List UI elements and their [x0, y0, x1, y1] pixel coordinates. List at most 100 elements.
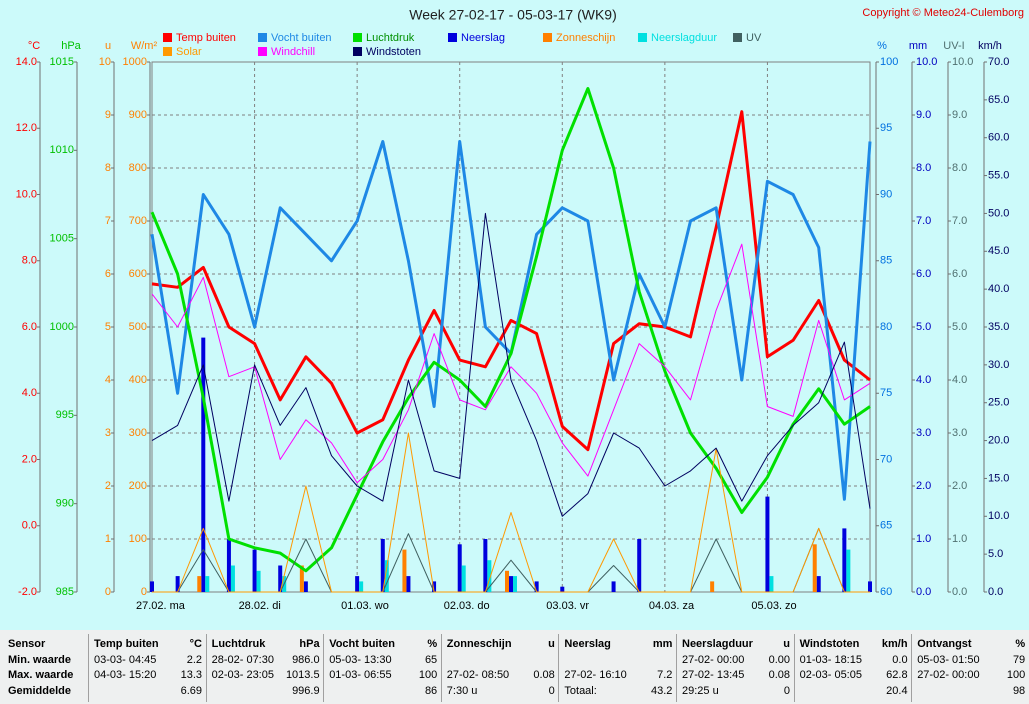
- cell-when: 04-03- 15:20: [94, 669, 157, 681]
- column-header: Neerslag: [564, 638, 611, 650]
- column-separator: [88, 634, 89, 702]
- column-separator: [558, 634, 560, 702]
- y-tick-label: 3: [105, 427, 111, 439]
- legend-swatch: [163, 33, 172, 42]
- column-header: Temp buiten: [94, 638, 159, 650]
- y-tick-label: 1: [105, 533, 111, 545]
- legend-label: Windchill: [271, 46, 315, 58]
- bar: [461, 565, 466, 592]
- column-header: Luchtdruk: [211, 638, 266, 650]
- y-tick-label: 14.0: [16, 56, 37, 68]
- y-tick-label: 6.0: [916, 268, 931, 280]
- y-tick-label: 8.0: [952, 162, 967, 174]
- cell-when: 27-02- 00:00: [917, 669, 980, 681]
- y-tick-label: 1000: [123, 56, 147, 68]
- y-tick-label: 990: [56, 498, 74, 510]
- cell-value: 0.00: [768, 654, 790, 666]
- bar: [637, 539, 642, 592]
- bar: [384, 560, 389, 592]
- legend-swatch: [733, 33, 742, 42]
- y-tick-label: 65.0: [988, 94, 1009, 106]
- bar: [816, 576, 821, 592]
- bar: [812, 544, 817, 592]
- y-tick-label: 400: [129, 374, 147, 386]
- legend-label: Solar: [176, 46, 202, 58]
- y-tick-label: 10.0: [988, 510, 1009, 522]
- y-tick-label: 9.0: [952, 109, 967, 121]
- y-tick-label: 7.0: [952, 215, 967, 227]
- y-tick-label: 6: [105, 268, 111, 280]
- axis-title: u: [105, 40, 111, 52]
- cell-when: 02-03- 23:05: [211, 669, 274, 681]
- cell-value: 0.08: [533, 669, 555, 681]
- legend-label: Windstoten: [366, 46, 421, 58]
- column-unit: °C: [189, 638, 202, 650]
- bar: [457, 544, 462, 592]
- y-tick-label: 70.0: [988, 56, 1009, 68]
- y-tick-label: -2.0: [18, 586, 37, 598]
- y-tick-label: 10.0: [916, 56, 937, 68]
- y-tick-label: 4.0: [916, 374, 931, 386]
- column-unit: %: [1015, 638, 1026, 650]
- axis-title: %: [877, 40, 887, 52]
- legend-label: Luchtdruk: [366, 32, 415, 44]
- cell-when: 03-03- 04:45: [94, 654, 157, 666]
- bar: [201, 337, 206, 592]
- cell-value: 1013.5: [285, 669, 320, 681]
- y-tick-label: 0.0: [22, 520, 37, 532]
- y-tick-label: 600: [129, 268, 147, 280]
- axis-title: mm: [909, 40, 927, 52]
- bar: [432, 581, 437, 592]
- cell-when: 28-02- 07:30: [211, 654, 274, 666]
- bar: [765, 496, 770, 592]
- y-tick-label: 75: [880, 387, 892, 399]
- y-tick-label: 8.0: [916, 162, 931, 174]
- series-line: [151, 110, 871, 452]
- y-tick-label: 1.0: [952, 533, 967, 545]
- bar: [842, 528, 847, 592]
- column-header: Windstoten: [799, 638, 860, 650]
- y-tick-label: 35.0: [988, 321, 1009, 333]
- row-label: Min. waarde: [8, 654, 71, 666]
- cell-value: 100: [1006, 669, 1026, 681]
- bar: [868, 581, 872, 592]
- y-tick-label: 20.0: [988, 434, 1009, 446]
- cell-value: 65: [424, 654, 438, 666]
- bar: [359, 581, 364, 592]
- axis-title: UV-I: [943, 40, 964, 52]
- y-tick-label: 2.0: [952, 480, 967, 492]
- cell-value: 986.0: [292, 654, 320, 666]
- cell-value: 98: [1012, 685, 1026, 697]
- legend-label: UV: [746, 32, 762, 44]
- legend-label: Neerslagduur: [651, 32, 717, 44]
- column-unit: mm: [652, 638, 673, 650]
- y-tick-label: 65: [880, 520, 892, 532]
- x-tick-label: 27.02. ma: [136, 600, 186, 612]
- y-tick-label: 900: [129, 109, 147, 121]
- y-tick-label: 700: [129, 215, 147, 227]
- y-tick-label: 800: [129, 162, 147, 174]
- copyright: Copyright © Meteo24-Culemborg: [862, 7, 1024, 19]
- series-line: [150, 87, 871, 573]
- stats-table: Sensor Min. waarde Max. waarde Gemiddelde Te…: [0, 630, 1029, 704]
- y-tick-label: 8: [105, 162, 111, 174]
- bar: [226, 539, 231, 592]
- bar: [299, 565, 304, 592]
- legend-swatch: [163, 47, 172, 56]
- legend-swatch: [638, 33, 647, 42]
- cell-value: 996.9: [292, 685, 320, 697]
- legend-swatch: [353, 33, 362, 42]
- bar: [611, 581, 616, 592]
- y-tick-label: 8.0: [22, 255, 37, 267]
- y-tick-label: 100: [880, 56, 898, 68]
- y-tick-label: 0.0: [952, 586, 967, 598]
- bar: [252, 549, 257, 592]
- y-tick-label: 5.0: [988, 548, 1003, 560]
- cell-when: 27-02- 13:45: [682, 669, 745, 681]
- cell-value: 7.2: [657, 669, 673, 681]
- legend-swatch: [353, 47, 362, 56]
- legend-swatch: [258, 47, 267, 56]
- x-tick-label: 05.03. zo: [751, 600, 796, 612]
- y-tick-label: 6.0: [22, 321, 37, 333]
- cell-when: Totaal:: [564, 685, 597, 697]
